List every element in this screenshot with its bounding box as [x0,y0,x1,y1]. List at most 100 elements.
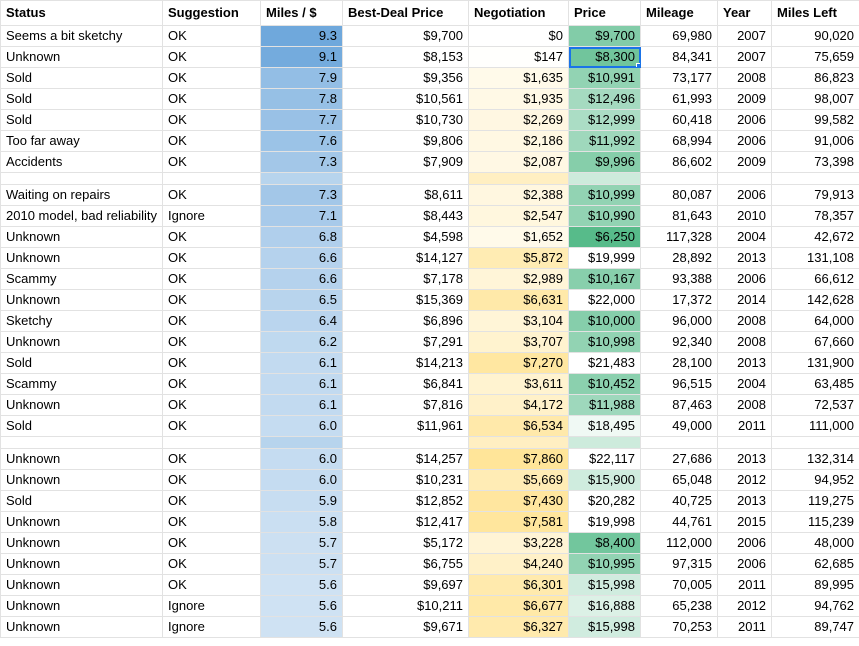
cell-year[interactable]: 2013 [717,352,772,374]
cell-best-deal-price[interactable]: $6,755 [342,553,469,575]
cell-miles-per-dollar[interactable]: 6.2 [260,331,343,353]
empty-cell[interactable] [0,172,163,185]
cell-price[interactable]: $15,998 [568,574,641,596]
cell-suggestion[interactable]: OK [162,88,261,110]
cell-suggestion[interactable]: OK [162,46,261,68]
cell-status[interactable]: Waiting on repairs [0,184,163,206]
empty-cell[interactable] [568,436,641,449]
cell-miles-left[interactable]: 63,485 [771,373,859,395]
cell-year[interactable]: 2004 [717,226,772,248]
cell-price[interactable]: $22,000 [568,289,641,311]
header-status[interactable]: Status [0,0,163,26]
cell-miles-per-dollar[interactable]: 6.1 [260,352,343,374]
cell-price[interactable]: $20,282 [568,490,641,512]
cell-negotiation[interactable]: $1,935 [468,88,569,110]
cell-status[interactable]: Accidents [0,151,163,173]
cell-price[interactable]: $9,996 [568,151,641,173]
empty-cell[interactable] [468,436,569,449]
cell-miles-per-dollar[interactable]: 6.1 [260,373,343,395]
cell-mileage[interactable]: 28,100 [640,352,718,374]
cell-best-deal-price[interactable]: $14,257 [342,448,469,470]
cell-mileage[interactable]: 87,463 [640,394,718,416]
empty-cell[interactable] [717,172,772,185]
cell-status[interactable]: Sold [0,415,163,437]
cell-best-deal-price[interactable]: $10,231 [342,469,469,491]
cell-status[interactable]: Sold [0,67,163,89]
cell-miles-per-dollar[interactable]: 6.6 [260,247,343,269]
cell-miles-left[interactable]: 94,952 [771,469,859,491]
cell-best-deal-price[interactable]: $8,443 [342,205,469,227]
cell-miles-left[interactable]: 64,000 [771,310,859,332]
cell-status[interactable]: Sold [0,109,163,131]
cell-miles-per-dollar[interactable]: 7.1 [260,205,343,227]
cell-status[interactable]: Unknown [0,331,163,353]
cell-mileage[interactable]: 80,087 [640,184,718,206]
cell-suggestion[interactable]: Ignore [162,205,261,227]
cell-status[interactable]: Seems a bit sketchy [0,25,163,47]
cell-negotiation[interactable]: $1,652 [468,226,569,248]
cell-mileage[interactable]: 96,515 [640,373,718,395]
cell-best-deal-price[interactable]: $14,213 [342,352,469,374]
cell-mileage[interactable]: 73,177 [640,67,718,89]
cell-miles-per-dollar[interactable]: 7.9 [260,67,343,89]
cell-year[interactable]: 2013 [717,247,772,269]
header-mileage[interactable]: Mileage [640,0,718,26]
cell-miles-left[interactable]: 131,900 [771,352,859,374]
cell-status[interactable]: Too far away [0,130,163,152]
cell-status[interactable]: Sold [0,88,163,110]
cell-price[interactable]: $19,999 [568,247,641,269]
cell-year[interactable]: 2011 [717,415,772,437]
cell-price[interactable]: $6,250 [568,226,641,248]
cell-mileage[interactable]: 93,388 [640,268,718,290]
cell-miles-per-dollar[interactable]: 6.8 [260,226,343,248]
empty-cell[interactable] [342,436,469,449]
cell-status[interactable]: Scammy [0,373,163,395]
cell-status[interactable]: Unknown [0,394,163,416]
cell-best-deal-price[interactable]: $9,356 [342,67,469,89]
cell-negotiation[interactable]: $6,534 [468,415,569,437]
empty-cell[interactable] [640,172,718,185]
cell-best-deal-price[interactable]: $9,806 [342,130,469,152]
cell-miles-per-dollar[interactable]: 5.6 [260,574,343,596]
cell-suggestion[interactable]: OK [162,247,261,269]
cell-suggestion[interactable]: OK [162,511,261,533]
cell-status[interactable]: Sketchy [0,310,163,332]
cell-mileage[interactable]: 84,341 [640,46,718,68]
cell-price[interactable]: $8,400 [568,532,641,554]
cell-miles-per-dollar[interactable]: 7.8 [260,88,343,110]
cell-negotiation[interactable]: $2,269 [468,109,569,131]
cell-miles-left[interactable]: 89,995 [771,574,859,596]
cell-suggestion[interactable]: OK [162,373,261,395]
cell-miles-left[interactable]: 72,537 [771,394,859,416]
cell-suggestion[interactable]: OK [162,574,261,596]
cell-miles-left[interactable]: 115,239 [771,511,859,533]
cell-mileage[interactable]: 44,761 [640,511,718,533]
cell-mileage[interactable]: 96,000 [640,310,718,332]
cell-best-deal-price[interactable]: $7,909 [342,151,469,173]
cell-miles-per-dollar[interactable]: 7.6 [260,130,343,152]
cell-status[interactable]: Unknown [0,616,163,638]
cell-status[interactable]: Sold [0,352,163,374]
cell-negotiation[interactable]: $6,631 [468,289,569,311]
header-miles-per-dollar[interactable]: Miles / $ [260,0,343,26]
cell-price[interactable]: $16,888 [568,595,641,617]
cell-mileage[interactable]: 65,238 [640,595,718,617]
cell-negotiation[interactable]: $3,611 [468,373,569,395]
cell-price[interactable]: $11,992 [568,130,641,152]
cell-best-deal-price[interactable]: $6,841 [342,373,469,395]
cell-negotiation[interactable]: $4,172 [468,394,569,416]
cell-miles-per-dollar[interactable]: 5.6 [260,616,343,638]
empty-cell[interactable] [640,436,718,449]
cell-suggestion[interactable]: OK [162,109,261,131]
cell-year[interactable]: 2008 [717,394,772,416]
cell-mileage[interactable]: 27,686 [640,448,718,470]
cell-miles-per-dollar[interactable]: 5.9 [260,490,343,512]
cell-negotiation[interactable]: $1,635 [468,67,569,89]
cell-best-deal-price[interactable]: $7,291 [342,331,469,353]
header-best-deal-price[interactable]: Best-Deal Price [342,0,469,26]
cell-negotiation[interactable]: $5,872 [468,247,569,269]
header-suggestion[interactable]: Suggestion [162,0,261,26]
cell-year[interactable]: 2014 [717,289,772,311]
cell-miles-per-dollar[interactable]: 6.1 [260,394,343,416]
cell-negotiation[interactable]: $2,186 [468,130,569,152]
